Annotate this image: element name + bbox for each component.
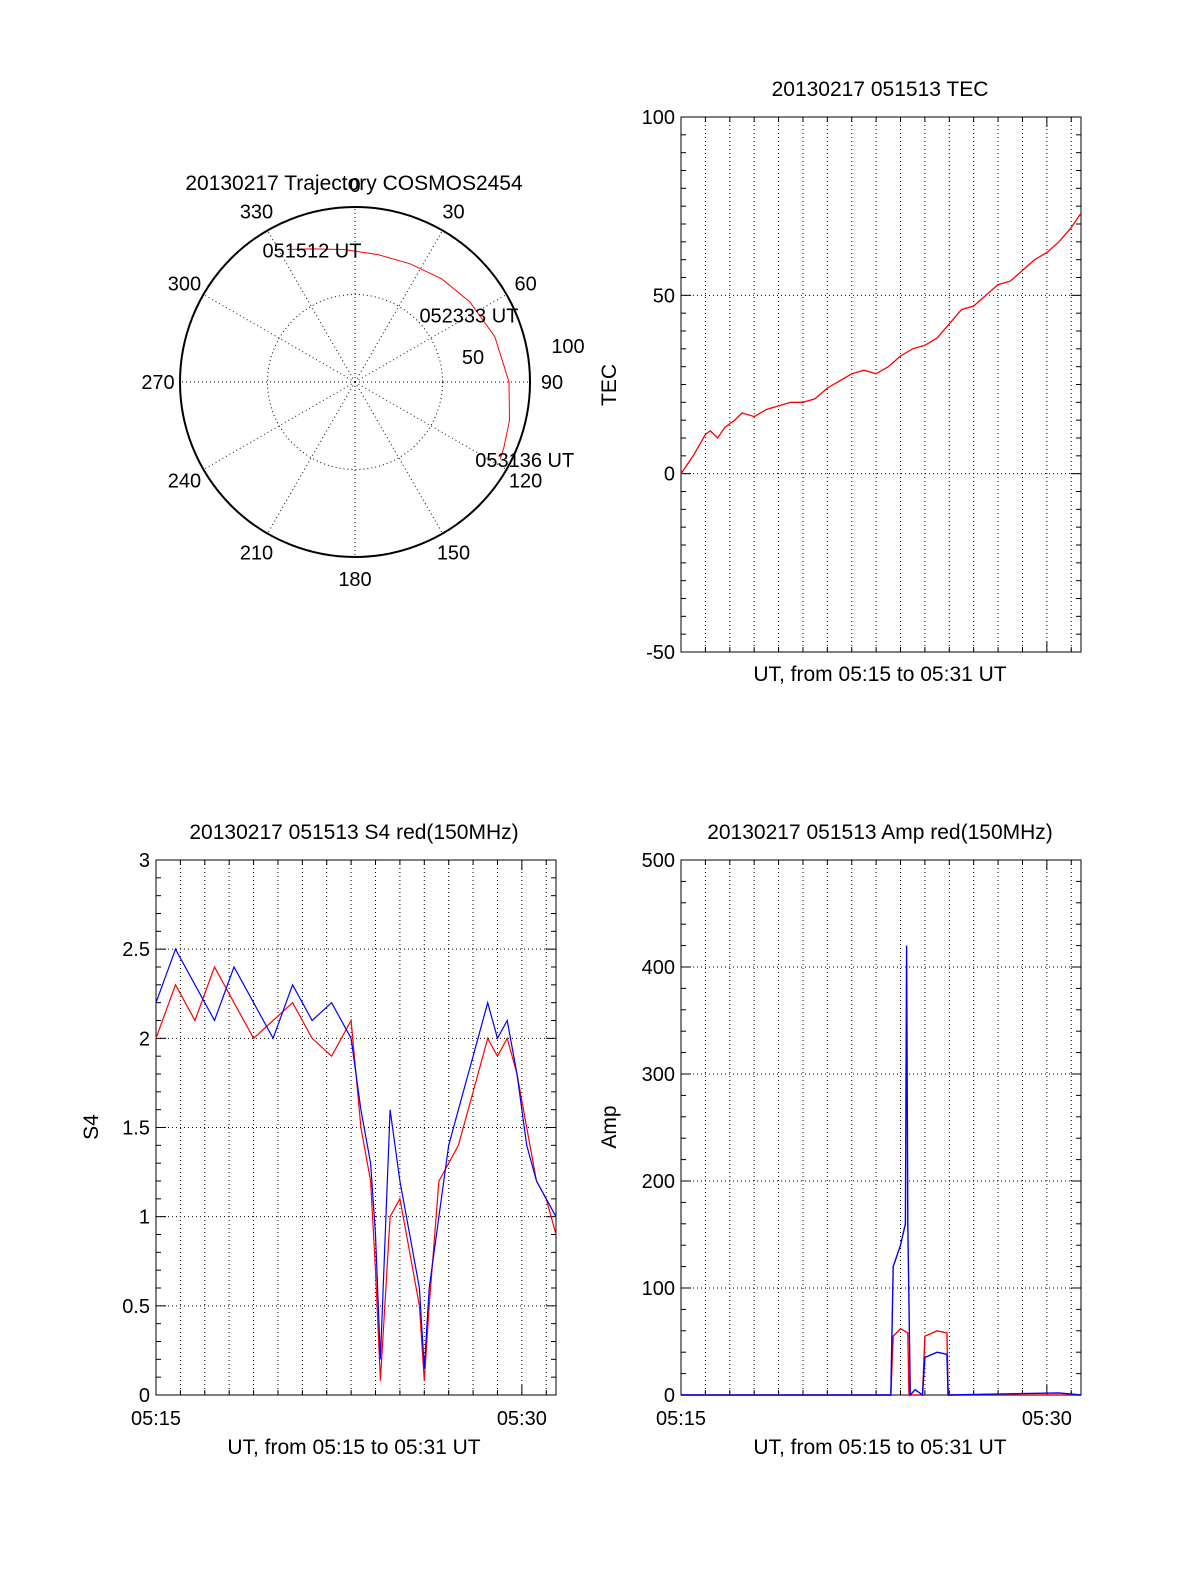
polar-outer-ring — [179, 206, 531, 558]
amp-y-tick-label: 300 — [642, 1064, 675, 1086]
polar-azimuth-label: 240 — [168, 471, 201, 493]
s4-x-tick-labels: 05:15 05:30 — [131, 1408, 547, 1430]
tec-y-tick-label: -50 — [646, 642, 675, 664]
polar-spoke-150 — [354, 381, 443, 534]
tec-series — [680, 212, 1082, 475]
s4-title: 20130217 051513 S4 red(150MHz) — [189, 821, 518, 844]
polar-ring-label-50: 50 — [462, 347, 484, 369]
s4-grid — [155, 859, 556, 1396]
tec-panel: 20130217 051513 TEC 100 50 0 -50 TEC UT, fr… — [598, 78, 1082, 686]
s4-y-tick-label: 0.5 — [122, 1296, 150, 1318]
polar-annotation: 051512 UT — [262, 240, 361, 262]
tec-y-tick-labels: 100 50 0 -50 — [642, 107, 675, 664]
s4-series-line-0 — [155, 965, 557, 1381]
s4-y-tick-label: 2 — [139, 1028, 150, 1050]
polar-azimuth-label: 150 — [437, 543, 470, 565]
amp-y-tick-label: 400 — [642, 957, 675, 979]
tec-x-axis-label: UT, from 05:15 to 05:31 UT — [753, 663, 1006, 686]
s4-panel: 20130217 051513 S4 red(150MHz) 3 2.5 2 1.5 1… — [80, 821, 557, 1459]
polar-azimuth-label: 210 — [240, 543, 273, 565]
amp-series-line-0 — [681, 1327, 1081, 1396]
tec-grid — [680, 116, 1081, 653]
amp-y-tick-label: 100 — [642, 1278, 675, 1300]
s4-x-tick-label: 05:30 — [497, 1408, 547, 1430]
amp-grid — [680, 859, 1081, 1396]
polar-ring-label-100: 100 — [551, 336, 584, 358]
s4-x-axis-label: UT, from 05:15 to 05:31 UT — [227, 1436, 480, 1459]
tec-y-axis-label: TEC — [598, 364, 621, 406]
amp-y-tick-label: 200 — [642, 1171, 675, 1193]
polar-panel: 20130217 Trajectory COSMOS2454 0 30 60 90 12… — [141, 172, 584, 591]
s4-y-tick-label: 0 — [139, 1385, 150, 1407]
polar-azimuth-label: 300 — [168, 274, 201, 296]
amp-title: 20130217 051513 Amp red(150MHz) — [707, 821, 1053, 844]
s4-plot-frame — [155, 859, 557, 1396]
polar-azimuth-label: 270 — [141, 372, 174, 394]
s4-x-tick-label: 05:15 — [131, 1408, 181, 1430]
s4-y-tick-label: 2.5 — [122, 939, 150, 961]
amp-x-tick-labels: 05:15 05:30 — [656, 1408, 1072, 1430]
amp-x-tick-label: 05:30 — [1022, 1408, 1072, 1430]
polar-azimuth-labels: 0 30 60 90 120 150 180 210 240 270 300 330 — [141, 175, 563, 591]
polar-azimuth-label: 330 — [240, 201, 273, 223]
amp-plot-frame — [680, 859, 1082, 1396]
polar-azimuth-label: 180 — [338, 569, 371, 591]
polar-annotations: 051512 UT 052333 UT 053136 UT — [262, 240, 574, 472]
polar-azimuth-label: 60 — [514, 274, 536, 296]
tec-plot-frame — [680, 116, 1082, 653]
s4-y-tick-label: 3 — [139, 850, 150, 872]
s4-y-tick-label: 1 — [139, 1207, 150, 1229]
amp-x-axis-label: UT, from 05:15 to 05:31 UT — [753, 1436, 1006, 1459]
tec-y-tick-label: 50 — [653, 285, 675, 307]
polar-azimuth-label: 120 — [509, 471, 542, 493]
s4-y-tick-labels: 3 2.5 2 1.5 1 0.5 0 — [122, 850, 150, 1407]
polar-annotation: 052333 UT — [419, 306, 518, 328]
s4-y-axis-label: S4 — [80, 1114, 103, 1140]
tec-title: 20130217 051513 TEC — [772, 78, 989, 101]
amp-y-tick-label: 500 — [642, 850, 675, 872]
amp-panel: 20130217 051513 Amp red(150MHz) 500 400 30… — [598, 821, 1082, 1459]
tec-y-tick-label: 100 — [642, 107, 675, 129]
amp-y-axis-label: Amp — [598, 1105, 621, 1148]
amp-series — [681, 945, 1082, 1397]
s4-series-line-1 — [155, 947, 557, 1369]
amp-y-tick-labels: 500 400 300 200 100 0 — [642, 850, 675, 1407]
polar-title: 20130217 Trajectory COSMOS2454 — [185, 172, 523, 195]
polar-annotation: 053136 UT — [475, 450, 574, 472]
polar-azimuth-label: 90 — [541, 372, 563, 394]
tec-y-tick-label: 0 — [664, 464, 675, 486]
polar-grid — [180, 207, 530, 557]
amp-y-tick-label: 0 — [664, 1385, 675, 1407]
polar-azimuth-label: 0 — [349, 175, 360, 197]
polar-spoke-210 — [267, 381, 356, 534]
tec-series-line-0 — [680, 212, 1082, 475]
s4-series — [155, 947, 557, 1381]
amp-series-line-1 — [681, 945, 1082, 1397]
amp-x-tick-label: 05:15 — [656, 1408, 706, 1430]
polar-azimuth-label: 30 — [442, 201, 464, 223]
polar-trajectory-line — [287, 248, 511, 460]
s4-y-tick-label: 1.5 — [122, 1118, 150, 1140]
polar-ring-50 — [267, 294, 443, 470]
